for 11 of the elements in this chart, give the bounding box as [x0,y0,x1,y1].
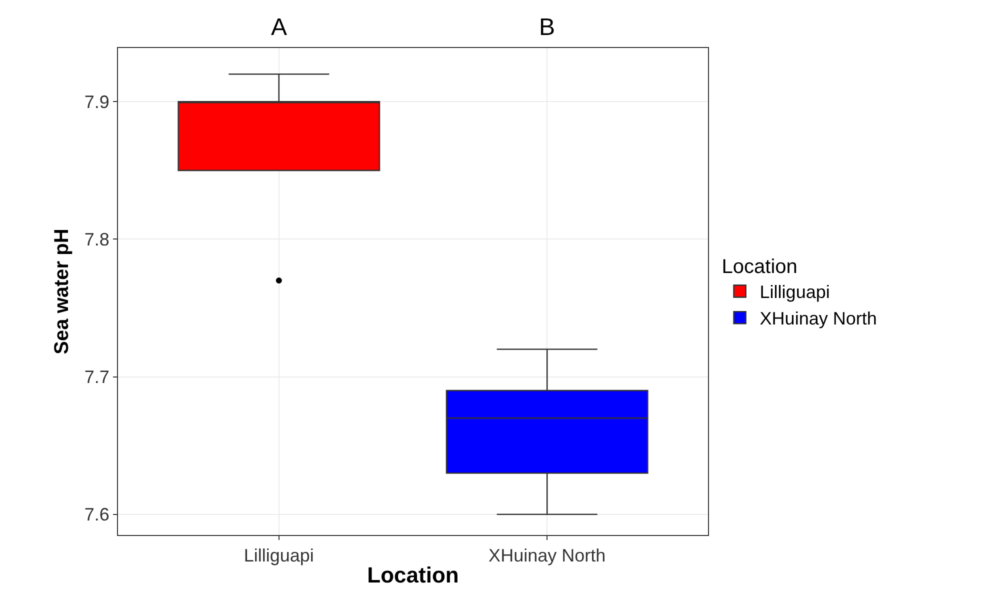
legend-label: Lilliguapi [760,282,830,302]
y-tick-label: 7.8 [84,230,110,250]
y-tick-label: 7.9 [84,92,110,112]
x-axis-title: Location [367,562,459,588]
text: B [539,14,556,41]
y-axis-title: Sea water pH [51,228,73,354]
legend-label: XHuinay North [760,308,877,329]
y-tick-label: 7.6 [84,504,110,525]
y-tick-label: 7.7 [84,367,110,388]
legend-title: Location [722,256,798,278]
text: A [271,14,288,41]
